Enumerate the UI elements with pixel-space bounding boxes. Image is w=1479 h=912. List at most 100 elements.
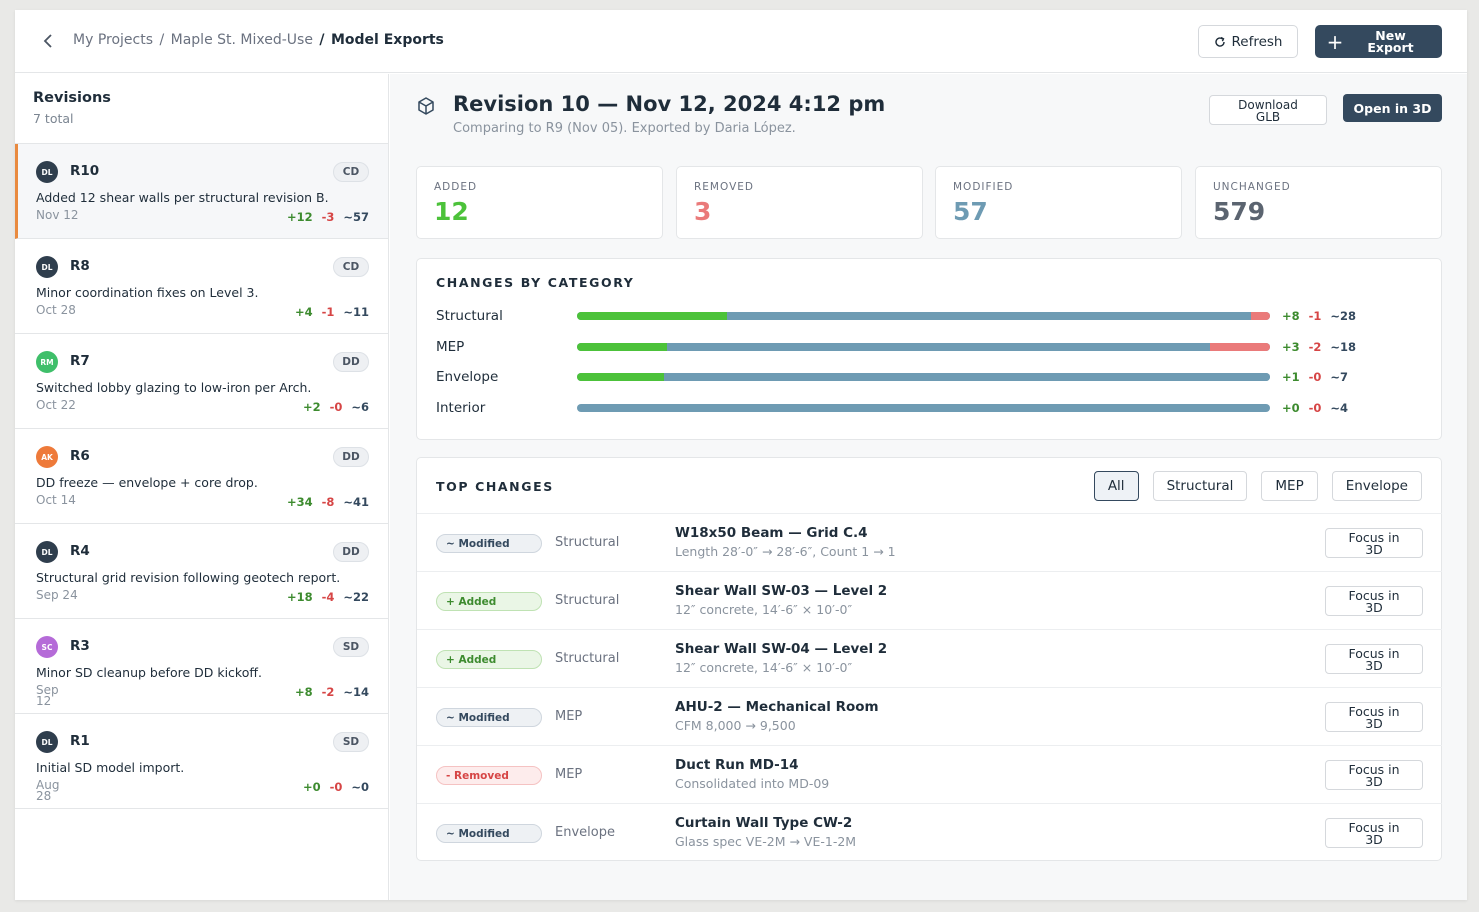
revision-stats: +34 -8 ~41 [287,495,369,509]
focus-label: 3D [1365,832,1383,847]
open-in-3d-button[interactable]: Open in 3D [1343,94,1442,122]
category-stats: +8 -1 ~28 [1282,309,1356,323]
new-export-button[interactable]: + New Export [1315,25,1442,58]
revision-stats: +2 -0 ~6 [303,400,369,414]
category-label: Interior [436,400,486,417]
change-type-pill: + Added [436,592,542,611]
filter-envelope[interactable]: Envelope [1331,471,1422,501]
revision-name: R6 [70,448,90,464]
focus-label: Focus in [1348,588,1400,603]
removed-count: -1 [1308,309,1322,323]
section-title: TOP CHANGES [436,479,554,494]
modified-count: ~11 [343,305,369,319]
revision-stats: +8 -2 ~14 [295,685,369,699]
top-bar: My Projects / Maple St. Mixed-Use / Mode… [15,10,1467,73]
focus-label: 3D [1365,658,1383,673]
removed-count: -8 [321,495,335,509]
change-detail: Consolidated into MD-09 [675,776,830,791]
avatar: SC [36,636,58,658]
top-changes-card: TOP CHANGES All Structural MEP Envelope ~ M… [416,457,1442,861]
revision-item[interactable]: RM R7 DD Switched lobby glazing to low-iron… [15,334,388,429]
modified-count: ~6 [351,400,369,414]
revision-item[interactable]: DL R4 DD Structural grid revision following… [15,524,388,619]
revision-name: R7 [70,353,90,369]
revision-description: Minor SD cleanup before DD kickoff. [36,665,262,680]
focus-label: 3D [1365,600,1383,615]
revision-item[interactable]: DL R10 CD Added 12 shear walls per structur… [15,144,388,239]
refresh-icon [1214,36,1225,47]
filter-structural[interactable]: Structural [1152,471,1248,501]
revision-date: Nov 12 [36,208,79,222]
added-count: +34 [286,495,313,509]
stat-label: MODIFIED [953,181,1014,193]
stat-card-added: ADDED 12 [416,166,663,239]
focus-label: 3D [1365,774,1383,789]
category-label: MEP [436,338,465,355]
back-chevron-icon[interactable] [37,30,59,52]
filter-mep[interactable]: MEP [1261,471,1318,501]
revision-date-text: Sep [36,683,59,697]
modified-count: ~4 [1330,401,1349,416]
category-row: Envelope +1 -0 ~7 [436,368,1436,388]
stat-label: ADDED [434,181,478,193]
added-count: +3 [1282,339,1300,354]
change-detail: Glass spec VE-2M → VE-1-2M [675,834,857,849]
revision-date-text: Nov 12 [36,208,79,222]
change-type-pill: ~ Modified [436,824,542,843]
revision-stats: +0 -0 ~0 [303,780,369,794]
stat-value: 57 [953,197,988,226]
bar-modified-segment [667,342,1210,351]
added-count: +0 [302,780,321,794]
change-category: MEP [555,767,583,782]
revision-description: DD freeze — envelope + core drop. [36,475,258,490]
category-label: Structural [436,308,503,324]
download-glb-button[interactable]: Download GLB [1209,95,1327,125]
revision-date: Oct 22 [36,399,76,411]
revisions-sidebar: Revisions 7 total DL R10 CD Added 12 shear … [15,74,389,900]
avatar: DL [36,541,58,563]
category-bar [577,373,1270,382]
filter-chips: All Structural MEP Envelope [1093,471,1422,501]
filter-all[interactable]: All [1093,471,1139,501]
focus-in-3d-button[interactable]: Focus in 3D [1325,644,1423,674]
revision-item[interactable]: DL R1 SD Initial SD model import. Aug 28 +0 -0 ~… [15,714,388,809]
revision-item[interactable]: DL R8 CD Minor coordination fixes on Level … [15,239,388,334]
revision-item[interactable]: SC R3 SD Minor SD cleanup before DD kickoff… [15,619,388,714]
breadcrumb: My Projects / Maple St. Mixed-Use / Mode… [73,32,444,48]
stat-value: 3 [694,197,712,226]
revision-date: Aug 28 [36,778,60,802]
focus-label: Focus in [1348,704,1400,719]
phase-badge: SD [333,637,369,657]
focus-in-3d-button[interactable]: Focus in 3D [1325,528,1423,558]
change-detail: CFM 8,000 → 9,500 [675,718,796,733]
phase-badge: DD [333,352,369,372]
added-count: +18 [286,590,313,604]
focus-in-3d-button[interactable]: Focus in 3D [1325,702,1423,732]
app-window: My Projects / Maple St. Mixed-Use / Mode… [15,10,1467,900]
revision-stats: +4 -1 ~11 [295,305,369,319]
revision-stats: +18 -4 ~22 [287,590,369,604]
cube-icon [418,97,434,115]
stat-value: 579 [1213,197,1266,226]
breadcrumb-current: Model Exports [330,32,444,48]
removed-count: -0 [1308,370,1322,385]
modified-count: ~28 [1330,309,1357,323]
avatar: DL [36,731,58,753]
change-type-pill: + Added [436,650,542,669]
refresh-button[interactable]: Refresh [1198,25,1298,58]
focus-in-3d-button[interactable]: Focus in 3D [1325,818,1423,848]
change-row: + Added Structural Shear Wall SW-03 — Leve… [417,571,1442,629]
category-row: Structural +8 -1 ~28 [436,307,1436,327]
change-row: - Removed MEP Duct Run MD-14 Consolidated i… [417,745,1442,803]
sidebar-header: Revisions 7 total [15,74,388,144]
modified-count: ~7 [1330,370,1349,385]
revision-date-text: Aug [36,778,60,792]
focus-in-3d-button[interactable]: Focus in 3D [1325,760,1423,790]
focus-in-3d-button[interactable]: Focus in 3D [1325,586,1423,616]
revision-name: R8 [70,258,90,274]
category-row: Interior +0 -0 ~4 [436,399,1436,419]
revision-item[interactable]: AK R6 DD DD freeze — envelope + core drop. O… [15,429,388,524]
avatar: DL [36,161,58,183]
breadcrumb-project[interactable]: Maple St. Mixed-Use [170,32,313,48]
breadcrumb-my-projects[interactable]: My Projects [73,32,154,48]
